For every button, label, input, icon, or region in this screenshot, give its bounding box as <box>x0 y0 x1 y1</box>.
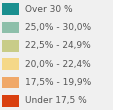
Text: Over 30 %: Over 30 % <box>25 5 72 14</box>
Text: 17,5% - 19,9%: 17,5% - 19,9% <box>25 78 91 87</box>
Bar <box>2 4 19 15</box>
Bar <box>2 77 19 88</box>
Bar <box>2 22 19 33</box>
Bar <box>2 40 19 51</box>
Bar <box>2 59 19 70</box>
Text: 20,0% - 22,4%: 20,0% - 22,4% <box>25 60 90 69</box>
Bar <box>2 95 19 106</box>
Text: 25,0% - 30,0%: 25,0% - 30,0% <box>25 23 90 32</box>
Text: Under 17,5 %: Under 17,5 % <box>25 96 86 105</box>
Text: 22,5% - 24,9%: 22,5% - 24,9% <box>25 41 90 50</box>
